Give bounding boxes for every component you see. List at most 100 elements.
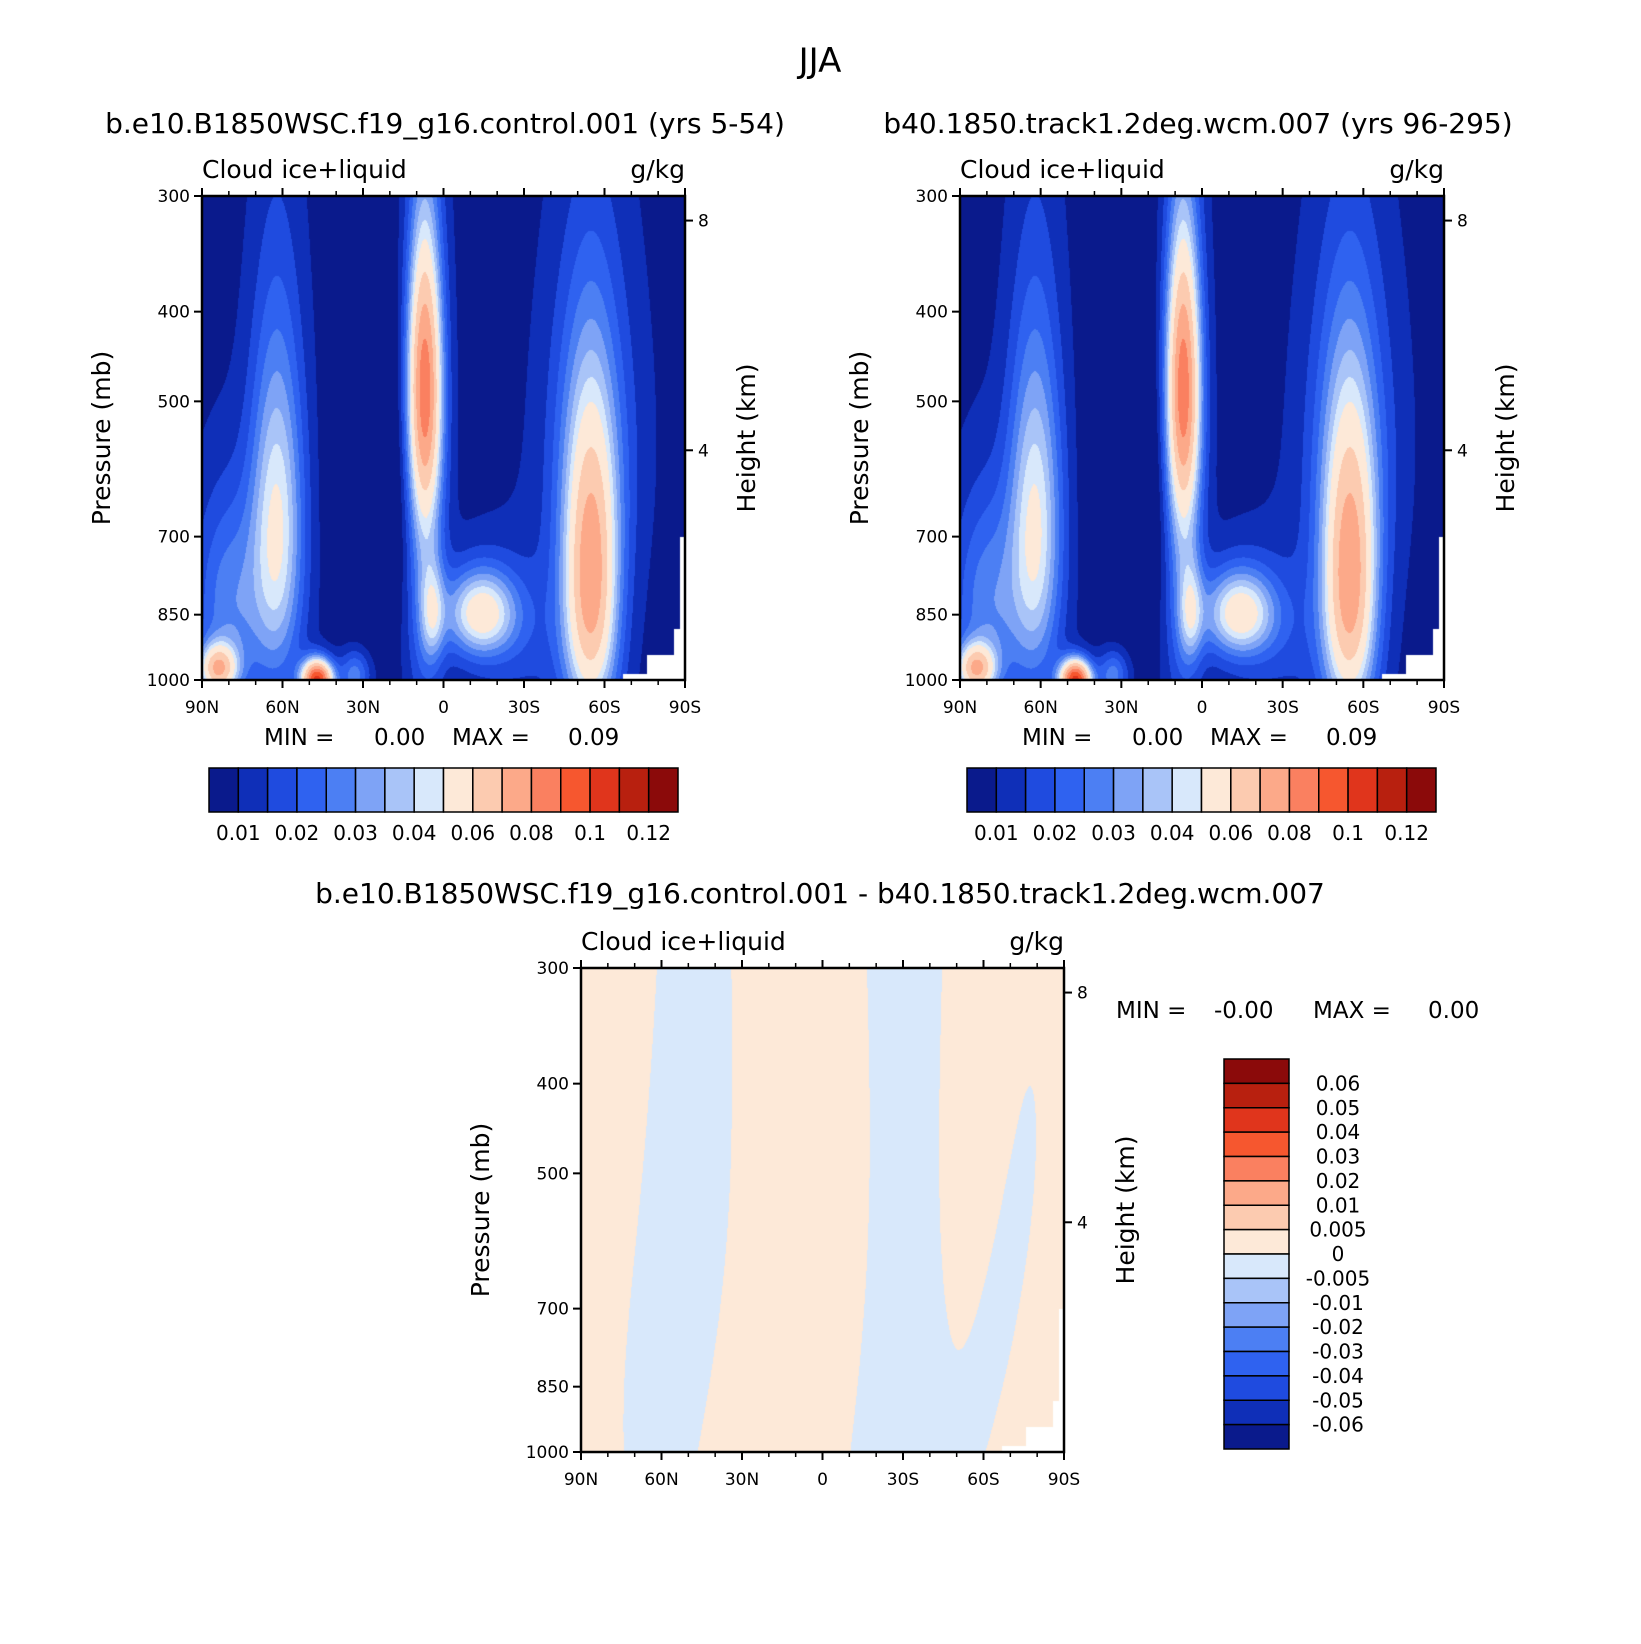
y-tick-label: 850 [537, 1378, 569, 1398]
colorbar-box [995, 767, 1027, 813]
y-tick-label: 300 [916, 187, 948, 207]
x-tick-label: 90S [669, 698, 701, 718]
y2-tick-label: 8 [1457, 212, 1468, 232]
colorbar-box [1024, 767, 1056, 813]
y2-tick-label: 4 [1457, 441, 1468, 461]
colorbar-box [501, 767, 533, 813]
y-tick-label: 1000 [526, 1443, 569, 1463]
y-tick-label: 400 [537, 1075, 569, 1095]
colorbar-label: 0.08 [509, 821, 554, 845]
colorbar-box [1223, 1107, 1290, 1133]
colorbar-box [560, 767, 591, 813]
colorbar-box [237, 767, 269, 813]
plot-panel-0: 90N 60N 30N 0 30S 60S 90S 300 400 500 700 850 1000 8 4… [87, 107, 785, 845]
panel-title: b40.1850.track1.2deg.wcm.007 (yrs 96-295… [883, 107, 1512, 140]
colorbar-label: -0.01 [1312, 1291, 1364, 1315]
colorbar-box [1223, 1423, 1290, 1450]
min-value: 0.00 [374, 725, 425, 751]
y2-axis-title: Height (km) [1111, 1136, 1140, 1285]
x-tick-label: 30S [508, 698, 540, 718]
y-tick-label: 850 [158, 606, 190, 626]
colorbar-label: 0.02 [275, 821, 320, 845]
colorbar-box [1223, 1082, 1290, 1109]
max-label: MAX = [452, 725, 530, 751]
colorbar-label: 0.06 [451, 821, 496, 845]
x-tick-label: 60N [1023, 698, 1057, 718]
colorbar-box [442, 767, 474, 813]
right-label: g/kg [1389, 155, 1444, 184]
colorbar-box [1288, 767, 1320, 813]
colorbar-label: 0.03 [1316, 1145, 1361, 1169]
colorbar-label: 0.01 [1316, 1193, 1361, 1217]
colorbar-box [966, 767, 998, 813]
left-label: Cloud ice+liquid [202, 155, 407, 184]
y-tick-label: 400 [158, 303, 190, 323]
x-tick-label: 30S [1266, 698, 1298, 718]
x-tick-label: 30N [346, 698, 380, 718]
colorbar-label: 0.01 [974, 821, 1019, 845]
colorbar-label: -0.05 [1312, 1388, 1364, 1412]
y-axis-title: Pressure (mb) [845, 351, 874, 525]
colorbar-box [1223, 1302, 1290, 1328]
min-label: MIN = [1116, 998, 1186, 1024]
colorbar-box [530, 767, 562, 813]
colorbar-box [1083, 767, 1115, 813]
colorbar-label: 0.04 [392, 821, 437, 845]
page-title: JJA [797, 41, 842, 81]
y-tick-label: 300 [537, 959, 569, 979]
y2-tick-label: 8 [1077, 984, 1088, 1004]
x-tick-label: 90S [1048, 1470, 1080, 1490]
colorbar-box [384, 767, 415, 813]
colorbar-box [1223, 1399, 1290, 1426]
x-tick-label: 30N [725, 1470, 759, 1490]
x-tick-label: 60N [644, 1470, 678, 1490]
left-label: Cloud ice+liquid [960, 155, 1165, 184]
panel-title: b.e10.B1850WSC.f19_g16.control.001 (yrs … [105, 107, 785, 140]
colorbar-box [266, 767, 298, 813]
max-value: 0.00 [1428, 998, 1479, 1024]
colorbar-box [1223, 1204, 1290, 1231]
colorbar-box [1171, 767, 1203, 813]
colorbar-box [354, 767, 386, 813]
colorbar-box [1054, 767, 1085, 813]
contour-field [960, 196, 1444, 680]
colorbar-label: 0.05 [1316, 1096, 1361, 1120]
contour-field [581, 968, 1064, 1452]
colorbar-box [1223, 1326, 1290, 1353]
plot-panel-1: 90N 60N 30N 0 30S 60S 90S 300 400 500 700 850 1000 8 4… [845, 107, 1520, 845]
colorbar-label: -0.02 [1312, 1315, 1364, 1339]
x-tick-label: 90S [1428, 698, 1460, 718]
max-label: MAX = [1313, 998, 1391, 1024]
colorbar-label: 0.12 [626, 821, 671, 845]
colorbar-box [472, 767, 503, 813]
colorbar-box [1230, 767, 1261, 813]
colorbar-box [296, 767, 327, 813]
x-tick-label: 90N [185, 698, 219, 718]
colorbar-label: 0.02 [1316, 1169, 1361, 1193]
colorbar-label: 0.04 [1150, 821, 1195, 845]
x-tick-label: 90N [564, 1470, 598, 1490]
colorbar-box [618, 767, 650, 813]
y-tick-label: 500 [158, 392, 190, 412]
colorbar-box [1223, 1155, 1290, 1182]
colorbar-label: 0.03 [333, 821, 378, 845]
x-tick-label: 0 [1197, 698, 1208, 718]
x-tick-label: 30S [887, 1470, 919, 1490]
colorbar-label: 0.04 [1316, 1120, 1361, 1144]
colorbar-box [1223, 1375, 1290, 1401]
min-label: MIN = [1022, 725, 1092, 751]
right-label: g/kg [1009, 927, 1064, 956]
min-value: 0.00 [1132, 725, 1183, 751]
colorbar-label: 0.06 [1209, 821, 1254, 845]
colorbar-box [1318, 767, 1349, 813]
x-tick-label: 60S [967, 1470, 999, 1490]
colorbar-label: -0.005 [1306, 1266, 1370, 1290]
colorbar-box [1223, 1131, 1290, 1158]
y-axis-title: Pressure (mb) [87, 351, 116, 525]
y-tick-label: 1000 [905, 671, 948, 691]
colorbar-box [1223, 1228, 1290, 1255]
x-tick-label: 0 [817, 1470, 828, 1490]
max-value: 0.09 [1326, 725, 1377, 751]
colorbar-box [1347, 767, 1379, 813]
